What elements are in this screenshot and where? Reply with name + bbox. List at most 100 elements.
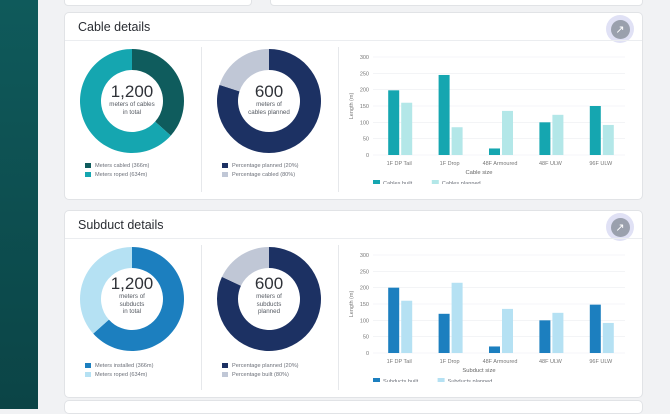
x-tick-label: 1F DP Tail <box>387 359 412 365</box>
bar <box>502 110 513 155</box>
legend-item: Percentage cabled (80%) <box>222 170 299 179</box>
donut-caption: meters of <box>256 101 282 108</box>
donut-legend: Meters installed (366m) Meters roped (63… <box>85 361 153 379</box>
y-tick-label: 100 <box>360 120 369 126</box>
donut-slice <box>80 49 171 153</box>
donut-slice <box>217 49 321 153</box>
donut-caption: subducts <box>256 300 282 308</box>
legend-item: Meters roped (634m) <box>85 370 153 379</box>
bar <box>602 124 614 155</box>
sidebar <box>0 0 38 409</box>
donut-caption: subducts <box>119 300 145 308</box>
y-axis-label: Length (m) <box>349 93 355 120</box>
y-tick-label: 250 <box>360 71 369 77</box>
donut-slice <box>217 247 321 351</box>
bar <box>589 304 601 353</box>
bar <box>552 114 564 155</box>
expand-icon: ↗ <box>610 217 630 237</box>
donut-center-label: 1,200 meters of subducts in total <box>99 275 165 316</box>
x-axis-label: Subduct size <box>462 368 495 374</box>
y-tick-label: 100 <box>360 318 369 324</box>
x-tick-label: 96F ULW <box>589 359 613 365</box>
bar <box>489 346 500 353</box>
donut-slice <box>80 247 132 334</box>
donut-total: 1,200 <box>110 274 154 293</box>
donut-legend: Percentage planned (20%) Percentage buil… <box>222 361 299 379</box>
bar <box>451 127 463 155</box>
meters-installed-donut <box>80 247 184 351</box>
x-axis-label: Cable size <box>465 170 492 176</box>
donut-caption: in total <box>122 308 142 315</box>
donut-caption: meters of <box>256 293 282 300</box>
cable-size-bar-chart: 0 50 100 150 200 250 300 Length (m) 1F DP Tail 1F… <box>349 55 625 184</box>
donut-slice <box>93 247 184 351</box>
donut-total: 1,200 <box>110 82 154 101</box>
bar <box>602 322 614 353</box>
card-title: Subduct details <box>78 218 164 232</box>
bar <box>451 282 463 353</box>
y-tick-label: 0 <box>366 351 369 357</box>
donut-slice <box>219 49 269 92</box>
bar <box>552 312 564 353</box>
legend-label: Cables built <box>383 181 413 184</box>
next-card <box>64 400 643 414</box>
x-tick-label: 48F Armoured <box>483 161 518 167</box>
cable-details-card: Cable details ↗ 1,200 meters of cables i… <box>64 12 643 200</box>
legend-label: Cables planned <box>442 181 481 184</box>
expand-button[interactable]: ↗ <box>606 213 634 241</box>
y-tick-label: 300 <box>360 253 369 259</box>
bar <box>502 308 513 353</box>
expand-icon: ↗ <box>610 19 630 39</box>
legend-item: Percentage built (80%) <box>222 370 299 379</box>
legend-item: Percentage planned (20%) <box>222 161 299 170</box>
x-tick-label: 48F ULW <box>539 161 563 167</box>
donut-caption: planned <box>257 308 281 315</box>
legend-item: Percentage planned (20%) <box>222 361 299 370</box>
bar <box>489 148 500 155</box>
divider <box>201 47 202 192</box>
x-tick-label: 48F ULW <box>539 359 563 365</box>
subducts-planned-donut <box>217 247 321 351</box>
legend-item: Meters roped (634m) <box>85 170 149 179</box>
donut-legend: Percentage planned (20%) Percentage cabl… <box>222 161 299 179</box>
donut-legend: Meters cabled (366m) Meters roped (634m) <box>85 161 149 179</box>
subduct-size-bar-chart: 0 50 100 150 200 250 300 Length (m) 1F DP Tail 1F… <box>349 253 625 382</box>
y-tick-label: 50 <box>363 137 369 143</box>
legend-item: Meters installed (366m) <box>85 361 153 370</box>
y-tick-label: 200 <box>360 286 369 292</box>
x-tick-label: 1F Drop <box>440 161 460 167</box>
divider <box>338 47 339 192</box>
y-tick-label: 150 <box>360 104 369 110</box>
bar <box>438 74 450 155</box>
bar <box>539 320 551 353</box>
bar <box>589 106 601 155</box>
bar <box>401 102 413 155</box>
divider <box>65 238 642 239</box>
donut-caption: cables planned <box>248 108 290 116</box>
bar <box>388 90 400 155</box>
y-tick-label: 0 <box>366 153 369 159</box>
donut-slice <box>221 247 269 286</box>
bar <box>438 313 450 353</box>
legend-swatch <box>373 378 380 382</box>
x-tick-label: 96F ULW <box>589 161 613 167</box>
top-card-right <box>270 0 643 6</box>
expand-button[interactable]: ↗ <box>606 15 634 43</box>
donut-center-label: 1,200 meters of cables in total <box>99 83 165 116</box>
x-tick-label: 1F DP Tail <box>387 161 412 167</box>
x-tick-label: 1F Drop <box>440 359 460 365</box>
x-tick-label: 48F Armoured <box>483 359 518 365</box>
donut-caption: meters of cables <box>109 101 155 108</box>
y-axis-label: Length (m) <box>349 291 355 318</box>
y-tick-label: 200 <box>360 88 369 94</box>
donut-total: 600 <box>254 274 284 293</box>
divider <box>65 40 642 41</box>
legend-swatch <box>437 378 445 382</box>
bar <box>401 300 413 353</box>
bar <box>539 122 551 155</box>
cables-planned-donut <box>217 49 321 153</box>
legend-label: Subducts built <box>383 379 419 382</box>
y-tick-label: 50 <box>363 335 369 341</box>
legend-item: Meters cabled (366m) <box>85 161 149 170</box>
legend-label: Subducts planned <box>448 379 493 382</box>
